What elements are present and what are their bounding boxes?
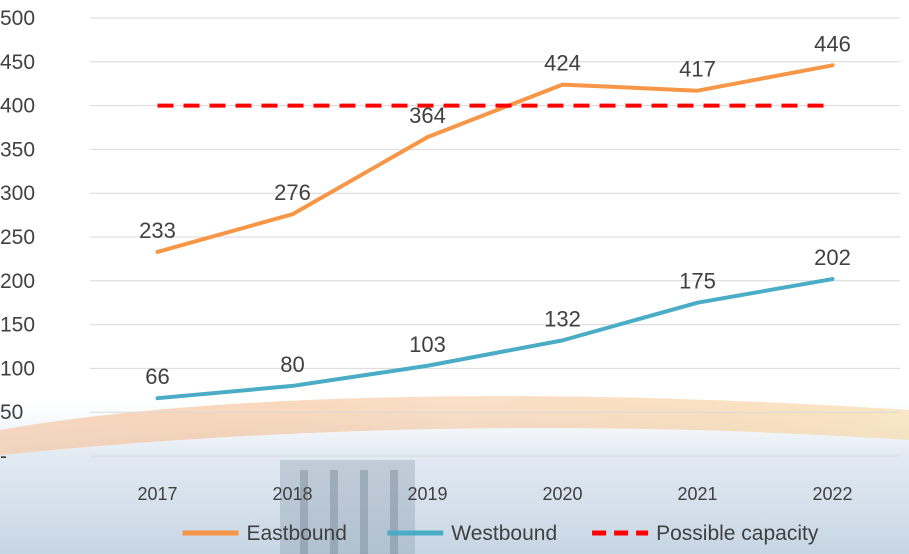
- data-label: 364: [409, 103, 446, 128]
- data-label: 417: [679, 57, 716, 82]
- legend: Eastbound Westbound Possible capacity: [182, 522, 819, 545]
- legend-item: Eastbound: [182, 522, 347, 545]
- data-labels: 233 276 364 424 417 446 66 80 103 132 175 202: [139, 31, 851, 389]
- data-label: 66: [145, 364, 169, 389]
- data-label: 175: [679, 269, 716, 294]
- x-tick-label: 2017: [137, 484, 177, 504]
- x-tick-label: 2020: [542, 484, 582, 504]
- legend-label: Eastbound: [247, 522, 347, 545]
- y-tick-label: 350: [0, 138, 35, 161]
- data-label: 233: [139, 218, 176, 243]
- data-label: 446: [814, 31, 851, 56]
- data-label: 132: [544, 306, 581, 331]
- y-tick-label: 300: [0, 182, 35, 205]
- legend-item: Possible capacity: [592, 522, 819, 545]
- legend-item: Westbound: [387, 522, 557, 545]
- series-line-westbound: [155, 277, 835, 401]
- x-tick-label: 2021: [677, 484, 717, 504]
- background-photo: [0, 396, 909, 554]
- x-axis-ticks: 2017 2018 2019 2020 2021 2022: [137, 484, 852, 504]
- y-tick-label: 450: [0, 51, 35, 74]
- data-label: 424: [544, 51, 581, 76]
- y-tick-label: 250: [0, 226, 35, 249]
- data-label: 80: [280, 352, 304, 377]
- legend-label: Westbound: [451, 522, 557, 545]
- y-tick-label: -: [0, 445, 7, 468]
- x-tick-label: 2019: [407, 484, 447, 504]
- y-tick-label: 100: [0, 357, 35, 380]
- x-tick-label: 2022: [812, 484, 852, 504]
- x-tick-label: 2018: [272, 484, 312, 504]
- y-axis-ticks: - 50 100 150 200 250 300 350 400 450 500: [0, 7, 35, 468]
- data-label: 103: [409, 332, 446, 357]
- y-tick-label: 400: [0, 95, 35, 118]
- y-tick-label: 50: [0, 401, 23, 424]
- data-label: 276: [274, 180, 311, 205]
- y-tick-label: 150: [0, 314, 35, 337]
- legend-label: Possible capacity: [656, 522, 819, 545]
- series-lines: [155, 63, 835, 401]
- data-label: 202: [814, 245, 851, 270]
- series-line-eastbound: [155, 63, 835, 254]
- y-tick-label: 500: [0, 7, 35, 30]
- y-tick-label: 200: [0, 270, 35, 293]
